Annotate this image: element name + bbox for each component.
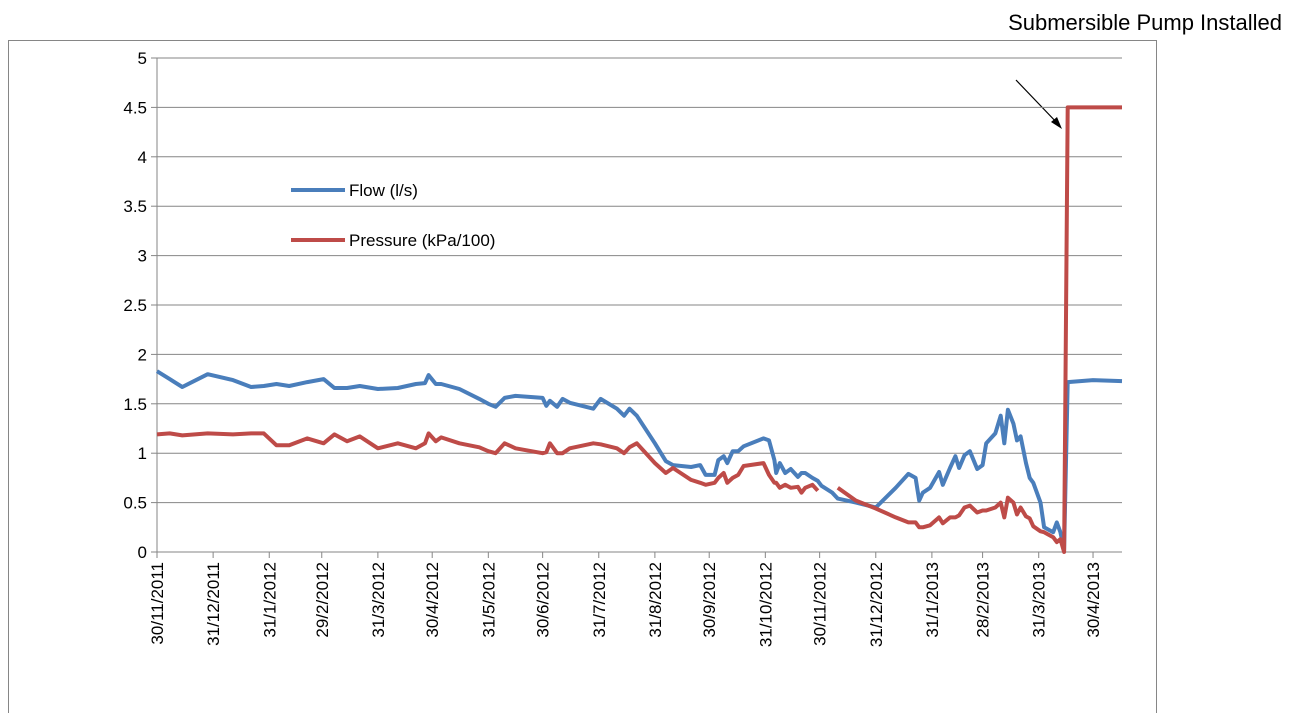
y-tick-label: 3: [138, 247, 147, 266]
series-line: [156, 105, 1122, 554]
y-tick-label: 0.5: [123, 494, 147, 513]
series-line: [155, 369, 1123, 552]
x-tick-label: 30/9/2012: [700, 562, 719, 638]
legend-label: Pressure (kPa/100): [349, 231, 495, 250]
y-tick-label: 2.5: [123, 296, 147, 315]
x-tick-label: 31/8/2012: [646, 562, 665, 638]
y-tick-label: 5: [138, 49, 147, 68]
x-tick-label: 31/1/2013: [923, 562, 942, 638]
x-tick-label: 28/2/2013: [974, 562, 993, 638]
y-tick-label: 1: [138, 444, 147, 463]
chart-border: [8, 40, 1157, 713]
x-tick-label: 30/11/2011: [148, 562, 167, 645]
annotation-arrow: [1015, 79, 1061, 127]
y-tick-label: 4: [138, 148, 147, 167]
y-tick-label: 3.5: [123, 197, 147, 216]
x-tick-label: 29/2/2012: [313, 562, 332, 638]
x-tick-label: 31/10/2012: [756, 562, 775, 647]
x-tick-label: 30/11/2012: [811, 562, 830, 646]
annotation: Submersible Pump Installed: [1008, 10, 1282, 35]
y-tick-label: 0: [138, 543, 147, 562]
x-tick-label: 31/7/2012: [590, 562, 609, 638]
x-tick-label: 31/12/2011: [204, 562, 223, 646]
x-tick-label: 31/3/2013: [1030, 562, 1049, 638]
x-tick-label: 31/3/2012: [369, 562, 388, 638]
x-tick-label: 31/1/2012: [260, 562, 279, 638]
x-tick-label: 30/6/2012: [534, 562, 553, 638]
x-tick-label: 31/5/2012: [479, 562, 498, 638]
legend-label: Flow (l/s): [349, 181, 418, 200]
y-tick-label: 4.5: [123, 98, 147, 117]
x-tick-label: 30/4/2013: [1084, 562, 1103, 638]
x-tick-label: 31/12/2012: [867, 562, 886, 647]
y-tick-label: 1.5: [123, 395, 147, 414]
annotation-arrowhead: [1051, 117, 1062, 129]
y-tick-label: 2: [138, 345, 147, 364]
x-tick-label: 30/4/2012: [423, 562, 442, 638]
